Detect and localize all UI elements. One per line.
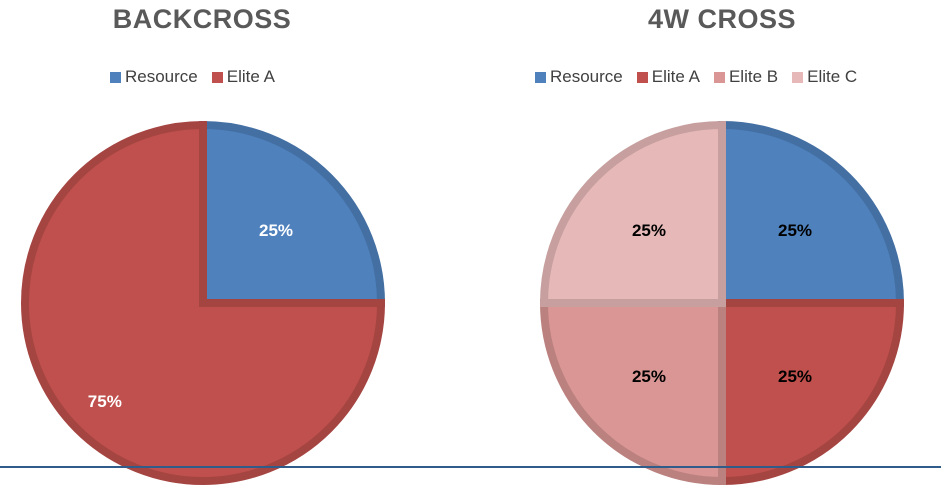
bottom-divider xyxy=(0,466,941,468)
legend-item-elite-a: Elite A xyxy=(636,67,700,87)
legend-swatch xyxy=(211,71,223,83)
4w-cross-title: 4W CROSS xyxy=(647,4,797,34)
legend-swatch xyxy=(792,71,804,83)
pie-data-label: 25% xyxy=(778,221,812,240)
pie-data-label: 75% xyxy=(88,392,122,411)
legend-label: Resource xyxy=(125,67,198,86)
legend-item-resource: Resource xyxy=(535,67,623,87)
pie-data-label: 25% xyxy=(778,367,812,386)
pie-data-label: 25% xyxy=(632,221,666,240)
legend-label: Elite A xyxy=(226,67,275,86)
pie-slice-elite-b xyxy=(539,299,726,486)
pie-slice-elite-a xyxy=(21,120,386,485)
pie-slice-resource xyxy=(199,120,386,307)
legend-item-elite-a: Elite A xyxy=(211,67,275,87)
pie-data-label: 25% xyxy=(632,367,666,386)
legend-swatch xyxy=(713,71,725,83)
pie-slice-elite-a xyxy=(718,299,905,486)
legend-label: Elite A xyxy=(651,67,700,86)
legend-item-resource: Resource xyxy=(110,67,198,87)
pie-slice-resource xyxy=(718,120,905,307)
legend-label: Resource xyxy=(550,67,623,86)
4w-cross-legend: Resource Elite A Elite B Elite C xyxy=(535,67,857,87)
backcross-legend: Resource Elite A xyxy=(110,67,275,87)
legend-item-elite-c: Elite C xyxy=(792,67,857,87)
legend-label: Elite B xyxy=(728,67,779,86)
backcross-title: BACKCROSS xyxy=(112,4,292,34)
pie-slice-elite-c xyxy=(539,120,726,307)
legend-item-elite-b: Elite B xyxy=(713,67,779,87)
legend-swatch xyxy=(535,71,546,83)
pie-data-label: 25% xyxy=(259,221,293,240)
legend-swatch xyxy=(110,71,121,83)
legend-label: Elite C xyxy=(807,67,858,86)
legend-swatch xyxy=(636,71,648,83)
